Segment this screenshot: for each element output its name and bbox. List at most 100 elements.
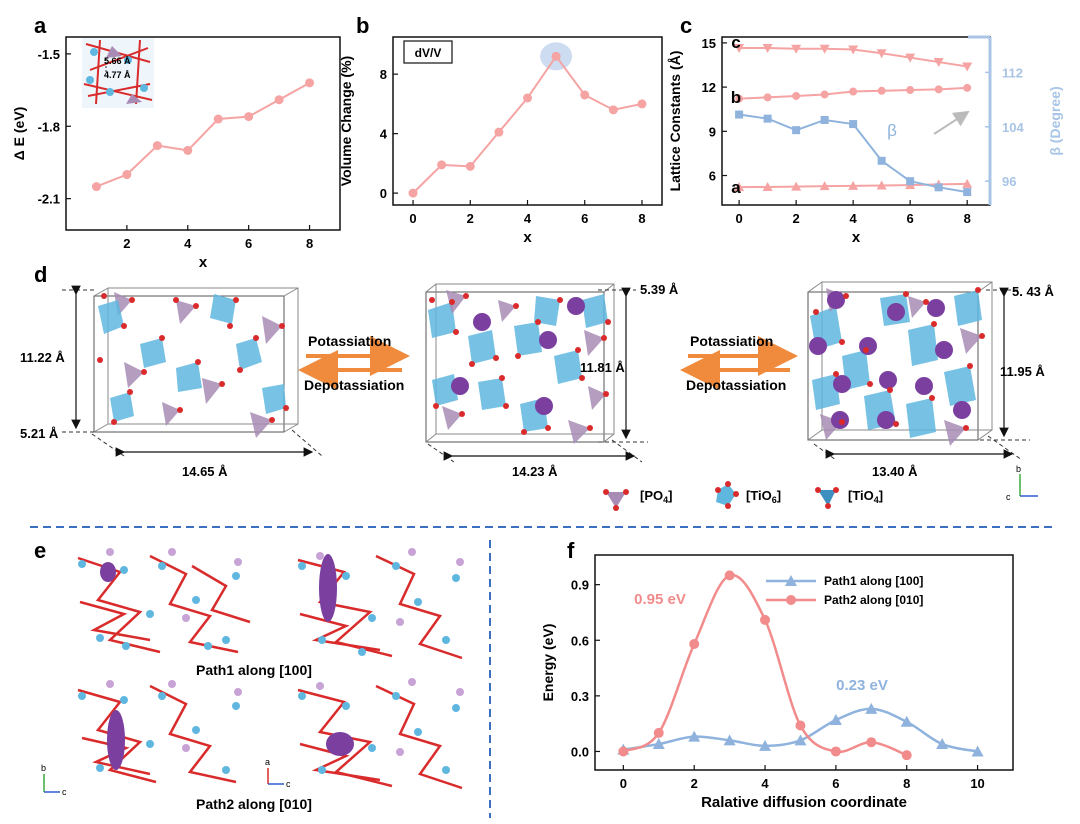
chart-f-annotation-peak2: 0.95 eV (634, 591, 686, 608)
e-structure-4 (297, 678, 464, 790)
chart-b-ytick-label: 8 (380, 67, 387, 82)
panel-d: 11.22 Å 5.21 Å 14.65 Å Potassiation Depo… (20, 281, 1055, 511)
chart-f-point-1 (829, 713, 842, 725)
chart-b: 0 2 4 6 8 0 4 8 x Volume Change (%) dV/V (338, 36, 663, 246)
panel-label-c: c (680, 13, 692, 38)
chart-a-point (213, 114, 223, 124)
legend-tio4: [TiO4] (848, 488, 883, 505)
structure-2-width: 14.23 Å (512, 464, 558, 479)
chart-a-point (91, 182, 101, 192)
panel-label-e: e (34, 538, 46, 563)
chart-b-point (637, 99, 647, 109)
structure-1-height: 11.22 Å (20, 350, 65, 365)
arrow-2-depotassiation: Depotassiation (686, 377, 786, 393)
chart-c: 0 2 4 6 8 6 9 12 15 x Lattice Constants (Å) 96 104 11… (667, 33, 1063, 246)
chart-b-xtick-label: 6 (581, 211, 588, 226)
panel-label-f: f (567, 538, 575, 563)
chart-f-point-1 (900, 715, 913, 727)
inset-label-1: 5.66 Å (104, 56, 131, 66)
chart-c-xtick-label: 2 (793, 211, 800, 226)
chart-f-xtick-label: 10 (970, 776, 984, 791)
axis-d-c: c (1006, 492, 1011, 502)
chart-a-ylabel: Δ E (eV) (11, 107, 27, 161)
chart-a-point (122, 170, 132, 180)
chart-c-point-a (876, 180, 887, 190)
chart-f-point-1 (794, 734, 807, 746)
chart-a-ytick-label: -1.8 (38, 119, 60, 134)
chart-f-point-1 (688, 730, 701, 742)
chart-c-point-c (933, 58, 944, 68)
chart-f-point-2 (689, 638, 700, 649)
chart-b-point (551, 51, 561, 61)
chart-c-point-c (905, 53, 916, 63)
chart-c-series-label-a: a (731, 178, 741, 197)
chart-a-point (305, 78, 315, 88)
chart-b-xlabel: x (523, 229, 532, 246)
chart-c-point-b (849, 87, 858, 96)
chart-b-ytick-label: 4 (380, 127, 388, 142)
chart-f-xtick-label: 0 (620, 776, 627, 791)
panel-e: Path1 along [100] b c (41, 548, 464, 812)
chart-c-point-c (876, 49, 887, 59)
chart-b-point (494, 127, 504, 137)
e2-k-path (319, 554, 337, 622)
arrow-2-potassiation: Potassiation (690, 333, 773, 349)
structure-2-height: 11.81 Å (580, 360, 625, 375)
chart-f-xtick-label: 4 (761, 776, 769, 791)
chart-f-point-2 (830, 746, 841, 757)
chart-a-point (183, 145, 193, 155)
chart-f-ylabel: Energy (eV) (540, 624, 556, 702)
chart-c-trend-arrow (933, 110, 970, 135)
legend-po4: [PO4] (640, 488, 672, 505)
chart-f-xtick-label: 6 (832, 776, 839, 791)
inset-label-2: 4.77 Å (104, 70, 131, 80)
chart-b-ytick-label: 0 (380, 186, 387, 201)
chart-f-point-2 (724, 570, 735, 581)
axis-e1-c: c (62, 787, 67, 797)
chart-b-point (523, 93, 532, 103)
chart-c-point-b (963, 83, 972, 92)
chart-a-ytick-label: -1.5 (38, 47, 60, 62)
chart-a-xtick-label: 8 (306, 236, 313, 251)
chart-c-point-a (762, 182, 773, 192)
chart-b-point (465, 161, 475, 171)
chart-c-point-c (819, 44, 830, 54)
chart-c-point-b (906, 86, 915, 95)
chart-a-line (96, 81, 311, 188)
chart-c-xtick-label: 8 (964, 211, 971, 226)
axis-e2-c: c (286, 779, 291, 789)
axis-e1-b: b (41, 763, 46, 773)
chart-c-point-b (735, 94, 744, 103)
chart-f-point-2 (901, 750, 912, 761)
chart-f-ytick-label: 0.0 (571, 744, 589, 759)
chart-c-ytick-label: 9 (709, 124, 716, 139)
chart-b-point (437, 160, 447, 170)
structure-3-height: 11.95 Å (1000, 364, 1045, 379)
chart-f-point-1 (971, 745, 984, 757)
chart-f-xlabel: Ralative diffusion coordinate (701, 794, 907, 811)
chart-f-point-1 (652, 738, 665, 750)
chart-c-point-b (877, 86, 886, 95)
structure-3-box (807, 281, 993, 446)
chart-c-point-beta (963, 188, 972, 197)
chart-c-point-beta (735, 110, 744, 119)
chart-b-point (408, 188, 418, 198)
chart-c-point-beta (763, 114, 772, 123)
axes-triad-e2: a c (265, 757, 291, 789)
structure-1-box (93, 287, 299, 438)
chart-f: 0 2 4 6 8 10 0.0 0.3 0.6 0.9 Ralative diffusion co… (540, 554, 1014, 811)
e1-k-ion (100, 562, 116, 582)
chart-c-ytick-right-label: 112 (1002, 65, 1023, 80)
structure-1-depth: 5.21 Å (20, 426, 59, 441)
chart-f-point-1 (759, 739, 772, 751)
caption-path1: Path1 along [100] (196, 662, 312, 678)
chart-b-legend: dV/V (415, 46, 442, 60)
chart-c-ylabel: Lattice Constants (Å) (667, 51, 683, 192)
structure-3-depth: 5. 43 Å (1012, 284, 1055, 299)
chart-a-point (244, 112, 254, 122)
chart-b-point (580, 90, 590, 100)
chart-c-xtick-label: 6 (907, 211, 914, 226)
e-structure-2 (297, 548, 464, 660)
chart-a-xtick-label: 6 (245, 236, 252, 251)
